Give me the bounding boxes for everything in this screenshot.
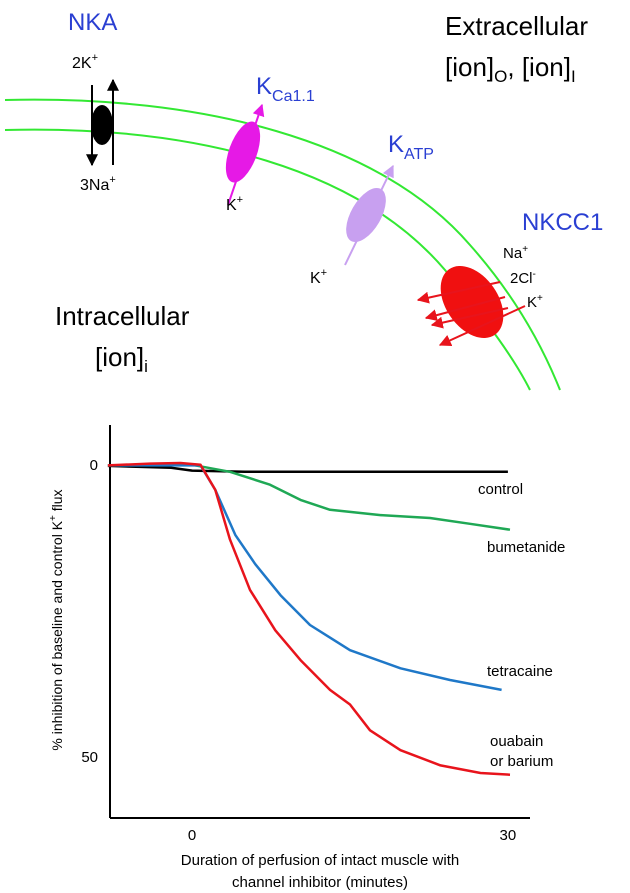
kca-channel (225, 103, 265, 206)
kca-k-label: K+ (226, 194, 243, 214)
katp-k-label: K+ (310, 267, 327, 287)
nkcc1-label: NKCC1 (522, 209, 603, 236)
x-axis-label: channel inhibitor (minutes) (232, 874, 408, 891)
kca-label: KCa1.1 (256, 73, 315, 105)
y-tick-label: 50 (81, 749, 98, 766)
chart: % inhibition of baseline and control K+ … (48, 425, 530, 891)
ion-out-label: [ion]O, [ion]I (445, 52, 576, 86)
series-line (107, 463, 511, 531)
series-label: ouabain or barium (490, 733, 554, 770)
nka-k-label: 2K+ (72, 52, 98, 72)
intracellular-label: Intracellular (55, 301, 190, 331)
nkcc-cl-label: 2Cl- (510, 269, 536, 287)
series-label: bumetanide (487, 539, 566, 556)
nka-na-label: 3Na+ (80, 174, 116, 194)
x-tick-label: 0 (188, 827, 196, 844)
series-label: tetracaine (487, 663, 553, 680)
nka-pump (86, 78, 119, 167)
katp-channel (344, 164, 394, 266)
series-line (107, 464, 502, 692)
series-label: control (478, 481, 524, 498)
katp-label: KATP (388, 131, 434, 163)
y-axis-label: % inhibition of baseline and control K+ … (48, 489, 65, 750)
x-tick-label: 30 (500, 827, 517, 844)
series-line (107, 464, 508, 474)
membrane (4, 98, 561, 391)
nkcc-k-label: K+ (527, 293, 543, 311)
nka-label: NKA (68, 9, 117, 36)
nkcc-na-label: Na+ (503, 244, 528, 262)
y-tick-label: 0 (90, 457, 98, 474)
extracellular-label: Extracellular (445, 11, 588, 41)
x-axis-label: Duration of perfusion of intact muscle w… (181, 852, 459, 869)
nkcc1-transporter (416, 265, 526, 346)
series-line (107, 461, 511, 776)
ion-in-label: [ion]i (95, 342, 148, 376)
